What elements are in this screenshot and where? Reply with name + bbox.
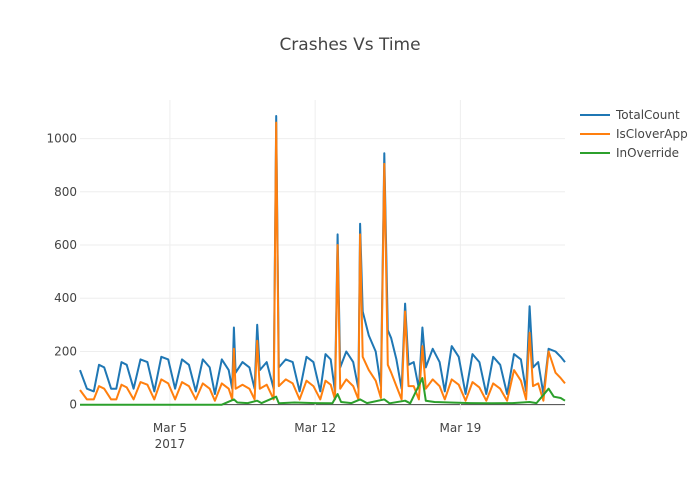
legend-item-iscloverapp[interactable]: IsCloverApp (580, 127, 688, 141)
legend-label: InOverride (616, 146, 679, 160)
x-tick-label: Mar 12 (294, 421, 336, 435)
chart-title: Crashes Vs Time (279, 35, 420, 55)
legend-item-totalcount[interactable]: TotalCount (580, 108, 680, 122)
y-tick-label: 600 (54, 238, 77, 252)
y-tick-label: 400 (54, 291, 77, 305)
x-tick-label: Mar 5 (153, 421, 187, 435)
y-tick-label: 1000 (46, 132, 77, 146)
legend-item-inoverride[interactable]: InOverride (580, 146, 679, 160)
y-tick-label: 800 (54, 185, 77, 199)
series-lines (79, 115, 566, 406)
y-tick-label: 0 (69, 398, 77, 412)
series-line-inoverride (80, 377, 566, 406)
x-tick-label: Mar 19 (440, 421, 482, 435)
y-tick-label: 200 (54, 344, 77, 358)
legend-label: TotalCount (615, 108, 680, 122)
gridlines (80, 100, 565, 410)
legend[interactable]: TotalCount IsCloverApp InOverride (580, 108, 688, 160)
legend-label: IsCloverApp (616, 127, 688, 141)
x-tick-sublabel: 2017 (155, 437, 186, 451)
axes: 0 200 400 600 800 1000 Mar 5 2017 Mar 12 Mar 19 (46, 132, 481, 451)
